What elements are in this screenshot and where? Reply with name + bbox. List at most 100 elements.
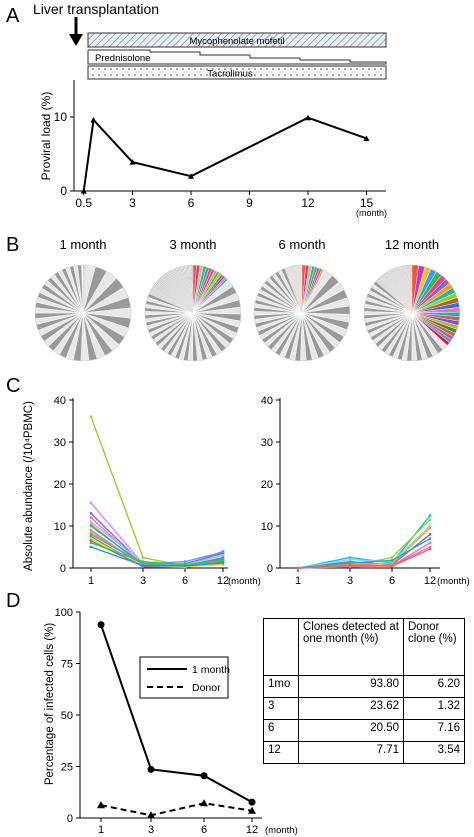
pie-slice [294, 265, 302, 313]
pie-slice [151, 287, 193, 313]
pie-slice [293, 265, 302, 313]
pie-slice [83, 265, 86, 313]
pie-slice [389, 270, 412, 313]
pie-slice [167, 271, 193, 313]
data-point [89, 501, 93, 505]
data-point [428, 541, 432, 545]
pie-slice [155, 281, 193, 313]
pie-slice [376, 279, 412, 313]
pie-slice [83, 265, 84, 313]
pie-outline [34, 264, 132, 362]
pie-slice [83, 265, 85, 313]
pie-slice [163, 274, 193, 313]
pie-slice [377, 279, 412, 313]
pie-slice [300, 265, 302, 313]
x-tick-label: 6 [188, 196, 195, 210]
pie-slice [83, 265, 86, 313]
panel-a-chart: Proviral load (%) (month) 0.5 3 6 9 12 15 0 10 [39, 80, 387, 218]
pie-slice [83, 265, 84, 313]
pie-slice [149, 293, 193, 313]
data-point [141, 564, 145, 567]
pie-slice [289, 266, 302, 313]
pie-slice [175, 268, 193, 313]
pie-slice [83, 265, 85, 313]
x-tick-label: 3 [129, 196, 136, 210]
pie-slice [382, 274, 412, 313]
y-tick-label: 0 [67, 813, 73, 825]
pie-slice [83, 265, 85, 313]
pie-slice [83, 265, 86, 313]
x-tick-label: 6 [182, 575, 188, 587]
proviral-load-line [82, 116, 367, 192]
pie-slice [83, 265, 86, 313]
pie-slice [83, 265, 85, 313]
pie-slice [292, 265, 302, 313]
pie-slice [290, 266, 302, 313]
pie-slice [184, 265, 193, 313]
pie-slice [285, 267, 302, 313]
table-row: 6 20.50 7.16 [263, 719, 465, 742]
table-cell: 7.71 [298, 741, 404, 764]
pie-slice [149, 291, 193, 313]
pie-slice [169, 271, 193, 313]
pie-slice [83, 265, 84, 313]
pie-slice [291, 266, 302, 313]
pie-slice [174, 268, 193, 313]
y-tick-label: 20 [54, 479, 66, 491]
pie-slice [83, 265, 84, 313]
pie-slice [292, 265, 302, 313]
data-point [147, 765, 155, 773]
y-tick-label: 0 [267, 563, 273, 575]
pie-slice [385, 272, 412, 313]
pie-slice [294, 265, 302, 313]
pie-slice [287, 267, 302, 313]
pie-slice [83, 265, 84, 313]
data-point [221, 561, 225, 565]
pie-slice [402, 265, 412, 313]
pie-slice [375, 280, 412, 313]
pie-slice [83, 265, 86, 313]
pie-slice [299, 265, 302, 313]
y-tick-label: 75 [61, 659, 73, 671]
pie-slice [190, 265, 193, 313]
pie-slice [384, 273, 412, 313]
pie-slice [402, 265, 412, 313]
pie-slice [385, 272, 412, 313]
x-tick-label: 1 [88, 575, 94, 587]
x-tick-label: 15 [360, 196, 374, 210]
pie-slice [164, 273, 193, 313]
pie-outline [363, 264, 461, 362]
pie-slice [397, 267, 412, 313]
donor-line [100, 802, 253, 817]
pie-slice [391, 269, 412, 313]
pie-slice [297, 265, 302, 313]
pie-slice [296, 265, 302, 313]
pie-slice [83, 265, 85, 313]
pie-slice [378, 278, 412, 313]
pie-slice [298, 265, 302, 313]
pie-slice [293, 265, 302, 313]
pie-slice [284, 268, 302, 313]
pie-slice [151, 288, 193, 313]
table-cell: 3 [263, 697, 299, 720]
pie-slice [176, 267, 193, 313]
pie-slice [400, 266, 412, 313]
pie-slice [381, 275, 412, 313]
pie-slice [153, 284, 193, 313]
pie-slice [177, 267, 193, 313]
pie-slice [293, 265, 302, 313]
pie-slice [83, 265, 85, 313]
pie-slice [287, 267, 302, 313]
legend-box [139, 656, 229, 699]
pie-slice [83, 265, 85, 313]
pie-slice [380, 276, 412, 313]
data-point [200, 799, 208, 807]
pie-slice [190, 265, 193, 313]
pie-slice [393, 268, 412, 313]
pie-slice [395, 267, 412, 313]
pie-slice [153, 285, 193, 313]
pie-slice [181, 266, 193, 313]
data-point [141, 560, 145, 564]
pie-slice [286, 267, 302, 313]
pie-slice [83, 265, 85, 313]
